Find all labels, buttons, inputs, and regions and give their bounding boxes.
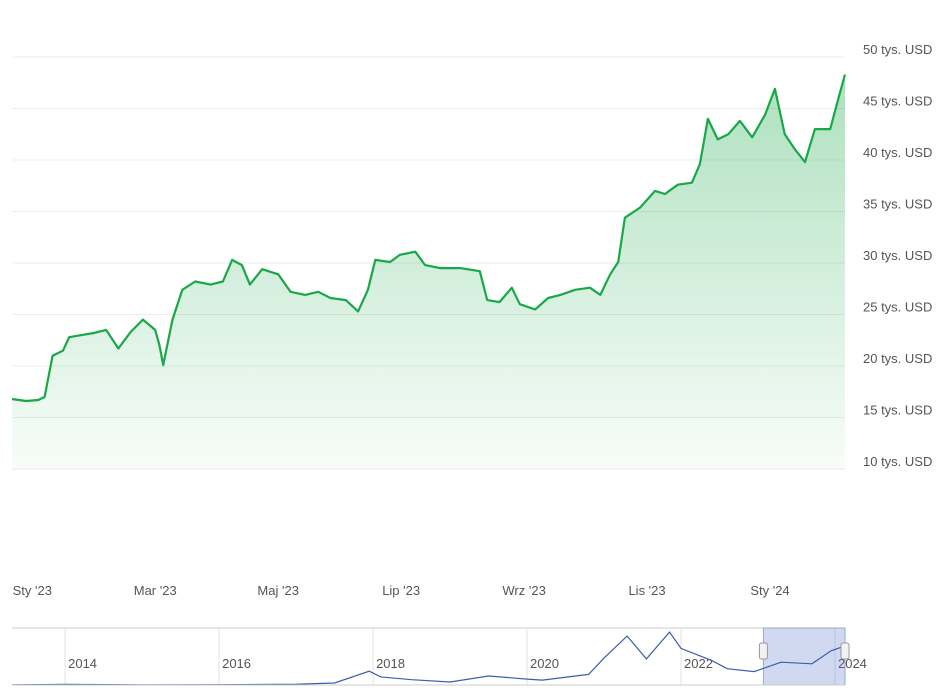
navigator-tick-label: 2014 (68, 656, 97, 671)
navigator-tick-label: 2022 (684, 656, 713, 671)
navigator-handle[interactable] (758, 642, 768, 660)
x-tick-label: Sty '24 (750, 583, 789, 598)
navigator-tick-label: 2016 (222, 656, 251, 671)
x-tick-label: Lis '23 (628, 583, 665, 598)
x-tick-label: Mar '23 (134, 583, 177, 598)
navigator-selection (762, 627, 846, 686)
navigator-tick-label: 2018 (376, 656, 405, 671)
navigator-handle[interactable] (840, 642, 850, 660)
x-tick-label: Lip '23 (382, 583, 420, 598)
x-tick-label: Wrz '23 (502, 583, 545, 598)
y-tick-label: 30 tys. USD (863, 248, 932, 263)
x-tick-label: Sty '23 (13, 583, 52, 598)
navigator-tick-label: 2020 (530, 656, 559, 671)
navigator-line (11, 631, 846, 686)
price-line (11, 74, 847, 403)
x-tick-label: Maj '23 (257, 583, 299, 598)
y-tick-label: 10 tys. USD (863, 454, 932, 469)
y-tick-label: 40 tys. USD (863, 145, 932, 160)
y-tick-label: 45 tys. USD (863, 94, 932, 109)
y-tick-label: 35 tys. USD (863, 197, 932, 212)
area (12, 74, 845, 469)
y-tick-label: 25 tys. USD (863, 300, 932, 315)
y-tick-label: 20 tys. USD (863, 351, 932, 366)
y-tick-label: 15 tys. USD (863, 403, 932, 418)
y-tick-label: 50 tys. USD (863, 42, 932, 57)
